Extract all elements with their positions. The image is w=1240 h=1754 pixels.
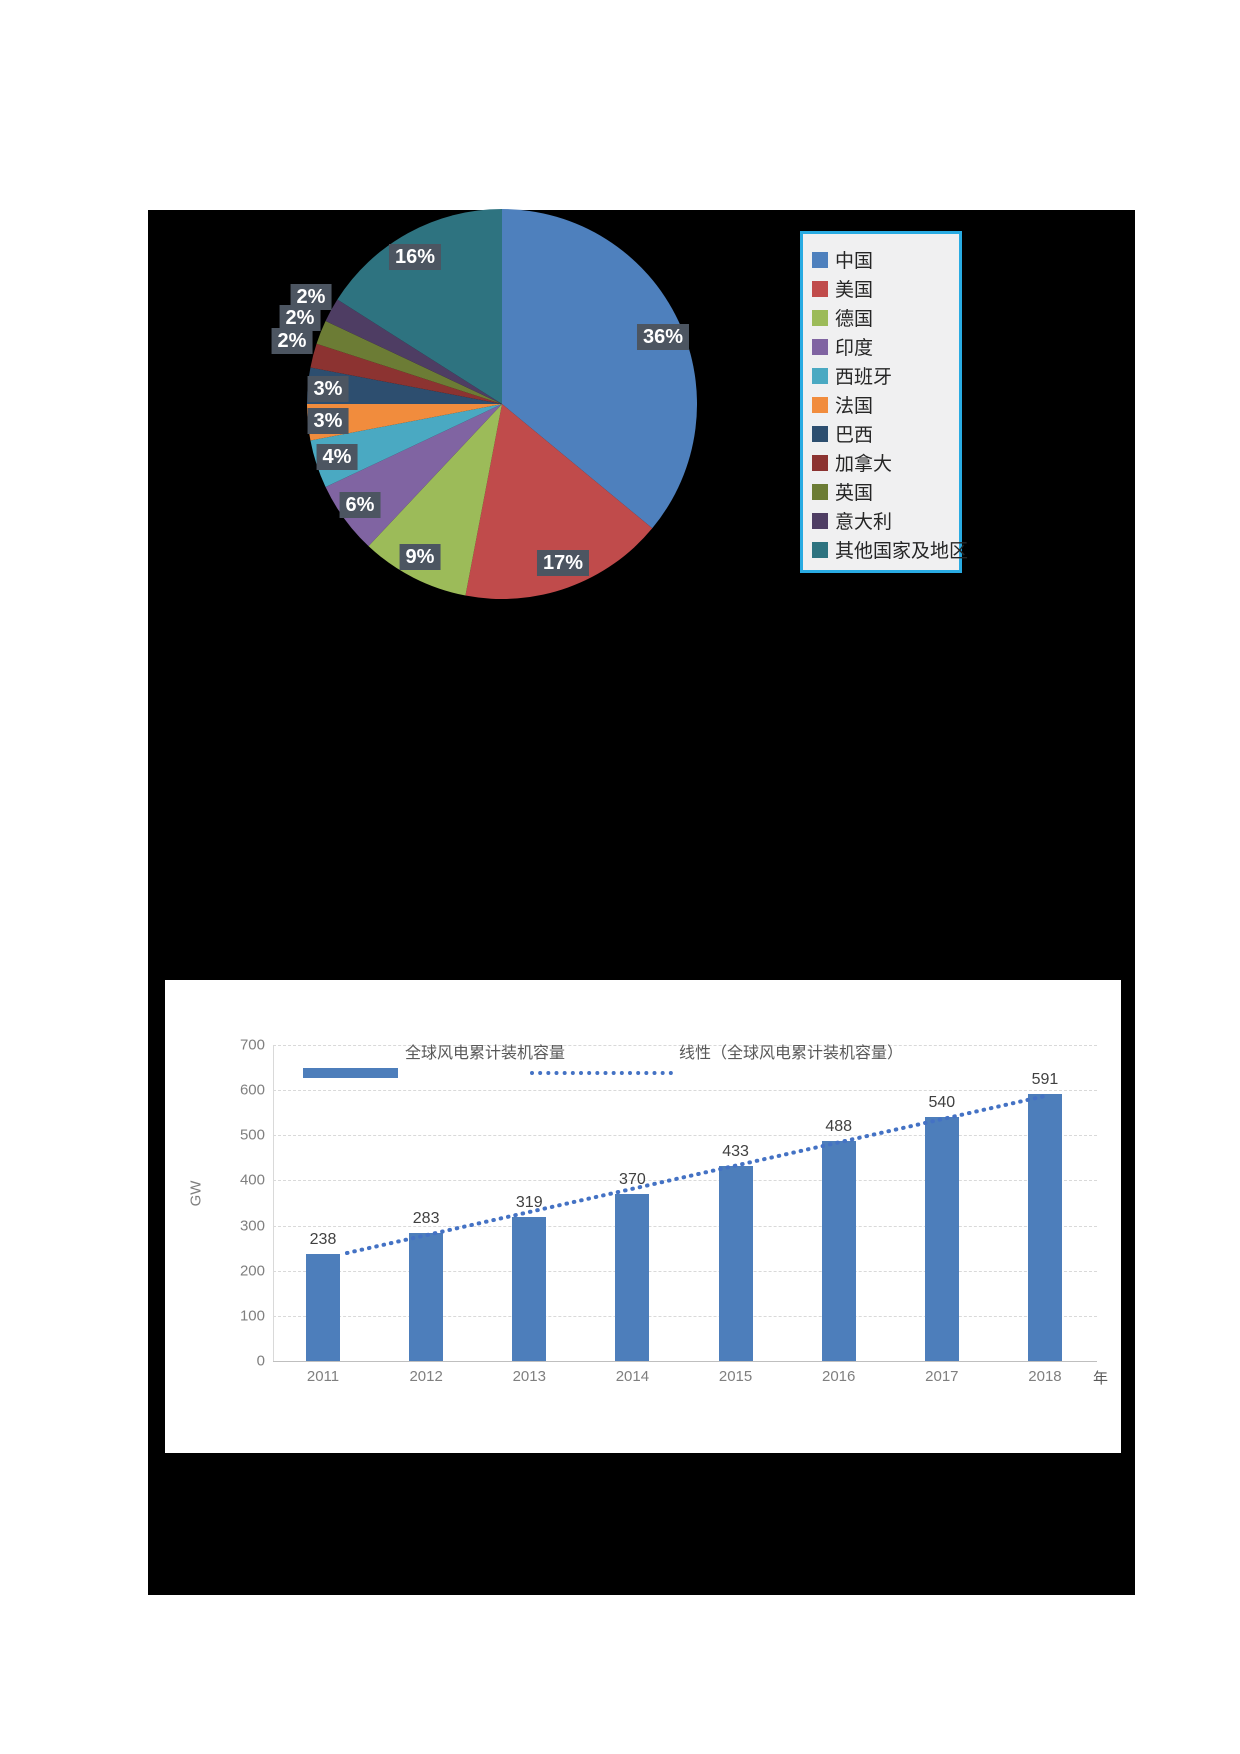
pie-slice-巴西 <box>307 367 502 404</box>
pie-slice-其他国家及地区 <box>337 209 502 404</box>
pie-slice-加拿大 <box>310 343 502 404</box>
gridline-700 <box>273 1045 1097 1046</box>
pie-legend-item-意大利: 意大利 <box>812 506 959 535</box>
pie-legend-item-西班牙: 西班牙 <box>812 361 959 390</box>
legend-item-label: 西班牙 <box>835 367 893 388</box>
legend-swatch-icon <box>812 251 828 268</box>
pie-legend-item-英国: 英国 <box>812 477 959 506</box>
legend-swatch-icon <box>812 367 828 384</box>
gridline-600 <box>273 1090 1097 1092</box>
legend-item-label: 印度 <box>835 338 874 359</box>
y-axis-title: GW <box>187 1180 205 1207</box>
bar-2012 <box>409 1233 444 1361</box>
bar-2013 <box>512 1216 547 1361</box>
y-tick-label-200: 200 <box>239 1262 265 1280</box>
x-tick-label-2015: 2015 <box>718 1368 753 1385</box>
pie-slice-英国 <box>316 320 502 404</box>
legend-swatch-icon <box>812 396 828 413</box>
bar-chart-panel: 0 100 200 300 400 500 600 700 238 2011 283 2012 319… <box>165 980 1121 1453</box>
pie-slice-西班牙 <box>310 404 502 488</box>
legend-swatch-icon <box>812 425 828 442</box>
y-tick-label-500: 500 <box>239 1126 265 1144</box>
y-tick-label-600: 600 <box>239 1081 265 1099</box>
pie-legend-item-印度: 印度 <box>812 332 959 361</box>
x-tick-label-2011: 2011 <box>306 1368 340 1385</box>
pie-legend-item-中国: 中国 <box>812 245 959 274</box>
legend-swatch-icon <box>812 483 828 500</box>
bar-value-label-2013: 319 <box>515 1193 543 1211</box>
figure-panel: 36% 17% 9% 6% 4% 3% 3% 2% 2% 2% 16% 中国 美国 德国 印度 西班牙 法国巴… <box>148 209 1135 1595</box>
legend-item-label: 法国 <box>835 396 874 417</box>
pie-legend-item-加拿大: 加拿大 <box>812 448 959 477</box>
legend-swatch-icon <box>812 338 828 355</box>
legend-item-label: 英国 <box>835 483 874 504</box>
x-tick-label-2012: 2012 <box>409 1368 443 1385</box>
legend-item-label: 加拿大 <box>835 454 893 475</box>
pie-slice-法国 <box>307 404 502 441</box>
gridline-200 <box>273 1270 1097 1272</box>
pie-slice-美国 <box>465 404 653 599</box>
y-tick-label-700: 700 <box>239 1036 265 1054</box>
gridline-400 <box>273 1180 1097 1182</box>
bar-value-label-2012: 283 <box>412 1210 440 1228</box>
x-axis-title: 年 <box>1093 1370 1109 1387</box>
pie-slice-意大利 <box>325 299 502 404</box>
bar-value-label-2011: 238 <box>309 1230 337 1248</box>
pie-chart <box>307 209 697 599</box>
legend-swatch-icon <box>812 280 828 297</box>
bar-2016 <box>821 1140 856 1361</box>
bar-2011 <box>306 1253 340 1361</box>
pie-legend-item-法国: 法国 <box>812 390 959 419</box>
legend-swatch-icon <box>812 309 828 326</box>
x-tick-label-2013: 2013 <box>512 1368 546 1385</box>
y-tick-label-0: 0 <box>256 1352 265 1370</box>
y-tick-label-100: 100 <box>239 1307 265 1325</box>
y-tick-label-300: 300 <box>239 1217 265 1235</box>
legend-item-label: 其他国家及地区 <box>835 541 969 562</box>
x-tick-label-2017: 2017 <box>925 1368 959 1385</box>
y-tick-label-400: 400 <box>239 1171 265 1189</box>
pie-slice-中国 <box>502 209 697 529</box>
bar-value-label-2015: 433 <box>722 1142 749 1160</box>
bar-value-label-2016: 488 <box>825 1117 853 1135</box>
x-tick-label-2014: 2014 <box>615 1368 650 1385</box>
x-tick-label-2018: 2018 <box>1028 1368 1062 1385</box>
trendline-legend-label: 线性（全球风电累计装机容量） <box>679 1045 904 1062</box>
bar-series-legend-label: 全球风电累计装机容量 <box>405 1045 566 1062</box>
pie-legend-item-其他国家及地区: 其他国家及地区 <box>812 535 968 564</box>
bar-value-label-2017: 540 <box>928 1094 956 1112</box>
pie-legend: 中国美国德国印度西班牙法国巴西加拿大英国意大利其他国家及地区 <box>800 231 968 573</box>
bar-2015 <box>718 1165 753 1361</box>
pie-legend-item-巴西: 巴西 <box>812 419 959 448</box>
y-axis-line <box>273 1045 274 1361</box>
pie-legend-item-美国: 美国 <box>812 274 959 303</box>
legend-item-label: 中国 <box>835 251 874 272</box>
pie-legend-item-德国: 德国 <box>812 303 959 332</box>
bar-series-legend-swatch <box>303 1068 398 1078</box>
gridline-500 <box>273 1135 1097 1137</box>
legend-item-label: 意大利 <box>835 512 893 533</box>
bar-2014 <box>615 1193 650 1361</box>
x-tick-label-2016: 2016 <box>822 1368 856 1385</box>
bar-value-label-2018: 591 <box>1031 1071 1059 1089</box>
legend-swatch-icon <box>812 541 828 558</box>
gridline-100 <box>273 1315 1097 1317</box>
bar-2017 <box>924 1117 959 1361</box>
legend-item-label: 巴西 <box>835 425 874 446</box>
bar-2018 <box>1027 1094 1062 1361</box>
bar-value-label-2014: 370 <box>619 1170 646 1188</box>
gridline-0 <box>273 1361 1097 1362</box>
trendline-legend-sample <box>530 1071 673 1075</box>
legend-swatch-icon <box>812 512 828 529</box>
legend-item-label: 德国 <box>835 309 874 330</box>
legend-swatch-icon <box>812 454 828 471</box>
legend-item-label: 美国 <box>835 280 874 301</box>
